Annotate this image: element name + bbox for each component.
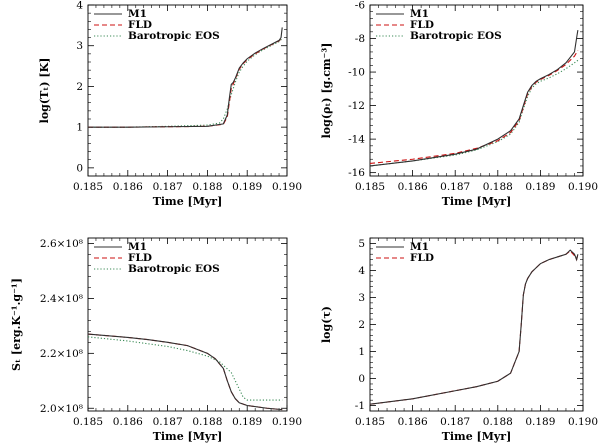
- x-tick-label: 0.185: [73, 416, 103, 428]
- x-tick-label: 0.186: [113, 416, 143, 428]
- y-tick-label: 2.4×10⁸: [40, 293, 83, 305]
- chart-density: 0.185 0.186 0.187 0.188 0.189 0.190 -16 -14 -12 -…: [320, 0, 598, 208]
- x-tick-label: 0.190: [272, 181, 302, 193]
- legend-label: Barotropic EOS: [410, 30, 502, 42]
- x-tick-label: 0.187: [440, 416, 470, 428]
- y-tick-label: 4: [76, 0, 83, 12]
- series-line-m1: [370, 30, 579, 167]
- series-line-barotropic-eos: [88, 38, 283, 128]
- x-tick-label: 0.185: [355, 181, 385, 193]
- legend-label: FLD: [410, 19, 434, 31]
- plot-frame: [369, 4, 584, 177]
- x-tick-label: 0.189: [525, 181, 555, 193]
- series-line-fld: [370, 250, 579, 405]
- y-tick-label: -1: [355, 400, 365, 412]
- x-tick-label: 0.189: [232, 416, 262, 428]
- y-tick-label: -14: [348, 134, 365, 146]
- x-tick-label: 0.186: [398, 416, 428, 428]
- y-tick-label: -6: [355, 0, 366, 12]
- x-tick-label: 0.185: [355, 416, 385, 428]
- y-axis-label: log(τ): [320, 306, 333, 343]
- y-axis-label: log(Tₜ) [K]: [38, 58, 51, 124]
- y-tick-label: -10: [348, 67, 365, 79]
- y-tick-label: 2: [358, 319, 365, 331]
- legend-label: M1: [410, 8, 429, 20]
- x-tick-label: 0.190: [568, 181, 598, 193]
- x-axis-label: Time [Myr]: [442, 195, 512, 208]
- y-tick-label: 5: [358, 238, 365, 250]
- legend-label: M1: [410, 241, 429, 253]
- x-tick-label: 0.186: [398, 181, 428, 193]
- x-axis-label: Time [Myr]: [442, 430, 512, 443]
- chart-optical-depth: 0.185 0.186 0.187 0.188 0.189 0.190 -1 0 1 2 3 4 5 Ti…: [320, 237, 598, 443]
- y-tick-label: 2.2×10⁸: [40, 348, 83, 360]
- x-tick-label: 0.190: [272, 416, 302, 428]
- legend-label: M1: [128, 241, 147, 253]
- y-axis-label: log(ρₜ) [g.cm⁻³]: [320, 43, 333, 139]
- series-line-fld: [88, 37, 283, 128]
- y-tick-label: 0: [76, 162, 83, 174]
- x-axis-label: Time [Myr]: [153, 430, 223, 443]
- legend-label: FLD: [128, 252, 152, 264]
- y-tick-label: 1: [76, 122, 83, 134]
- series-line-m1: [370, 249, 579, 405]
- x-tick-label: 0.188: [483, 416, 513, 428]
- chart-temperature: 0.185 0.186 0.187 0.188 0.189 0.190 0 1 2 3 4 Time …: [38, 0, 302, 208]
- plot-frame: [369, 237, 584, 412]
- series-line-m1: [88, 333, 283, 411]
- x-tick-label: 0.190: [568, 416, 598, 428]
- y-tick-label: 1: [358, 346, 365, 358]
- x-tick-label: 0.185: [73, 181, 103, 193]
- y-axis-label: Sₜ [erg.K⁻¹.g⁻¹]: [10, 278, 23, 371]
- x-axis-label: Time [Myr]: [153, 195, 223, 208]
- chart-entropy: 0.185 0.186 0.187 0.188 0.189 0.190 2.0×10⁸ 2.2…: [10, 237, 302, 443]
- plot-frame: [87, 237, 288, 412]
- y-tick-label: 3: [76, 40, 83, 52]
- legend-label: FLD: [410, 252, 434, 264]
- x-tick-label: 0.188: [192, 181, 222, 193]
- y-tick-label: -12: [348, 100, 365, 112]
- y-tick-label: 2.6×10⁸: [40, 238, 83, 250]
- x-tick-label: 0.189: [232, 181, 262, 193]
- series-line-fld: [370, 49, 579, 164]
- x-tick-label: 0.187: [153, 416, 183, 428]
- x-tick-label: 0.187: [440, 181, 470, 193]
- series-line-m1: [88, 27, 283, 128]
- legend-label: Barotropic EOS: [128, 30, 220, 42]
- y-tick-label: 2: [76, 81, 83, 93]
- legend-label: FLD: [128, 19, 152, 31]
- y-tick-label: 4: [358, 265, 365, 277]
- series-line-barotropic-eos: [88, 336, 283, 401]
- y-tick-label: -16: [348, 167, 365, 179]
- y-tick-label: 0: [358, 373, 365, 385]
- legend-label: Barotropic EOS: [128, 263, 220, 275]
- x-tick-label: 0.189: [525, 416, 555, 428]
- x-tick-label: 0.187: [153, 181, 183, 193]
- legend-label: M1: [128, 8, 147, 20]
- x-tick-label: 0.188: [483, 181, 513, 193]
- x-tick-label: 0.188: [192, 416, 222, 428]
- y-tick-label: 3: [358, 292, 365, 304]
- plot-frame: [87, 4, 288, 177]
- y-tick-label: 2.0×10⁸: [40, 403, 83, 415]
- y-tick-label: -8: [355, 33, 365, 45]
- x-tick-label: 0.186: [113, 181, 143, 193]
